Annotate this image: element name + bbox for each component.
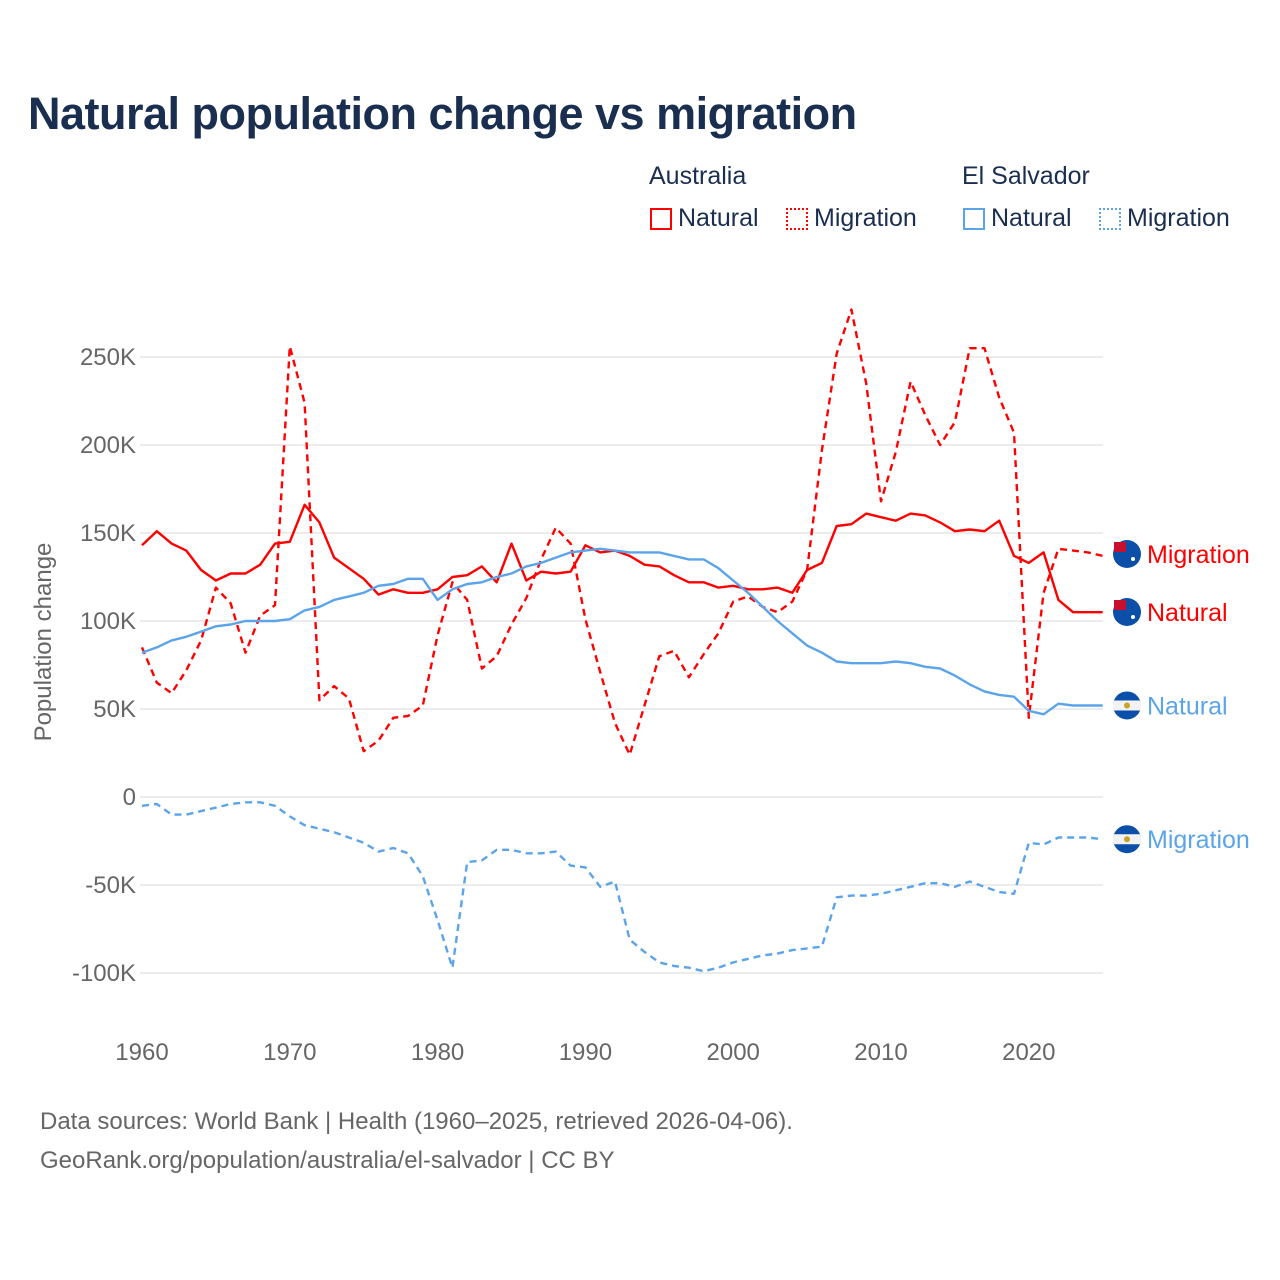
y-tick-label: -100K: [72, 960, 136, 987]
end-label-text: Natural: [1147, 692, 1228, 720]
footer-link[interactable]: GeoRank.org/population/australia/el-salv…: [40, 1147, 615, 1174]
legend-label: Natural: [991, 204, 1072, 232]
legend-country-label: Australia: [649, 162, 747, 190]
end-label-text: Migration: [1147, 826, 1250, 854]
x-tick-label: 1970: [263, 1039, 316, 1066]
legend-swatch-solid: [650, 207, 672, 230]
x-tick-label: 2010: [854, 1039, 907, 1066]
legend-swatch-solid: [963, 207, 985, 230]
legend-group-el-salvador: El Salvador: [962, 162, 1090, 191]
end-label-text: Natural: [1147, 599, 1228, 627]
y-tick-label: 200K: [80, 432, 136, 459]
end-label: Natural: [1113, 598, 1228, 627]
x-tick-label: 1980: [411, 1039, 464, 1066]
star-icon: [1131, 557, 1135, 561]
end-label: Migration: [1113, 825, 1250, 854]
legend-item-australia-natural[interactable]: Natural: [650, 204, 759, 233]
y-tick-label: 0: [123, 784, 136, 811]
x-tick-label: 2020: [1002, 1039, 1055, 1066]
end-label: Natural: [1113, 691, 1228, 720]
footer-source: Data sources: World Bank | Health (1960–…: [40, 1108, 793, 1135]
end-label-text: Migration: [1147, 541, 1250, 569]
legend-item-australia-migration[interactable]: Migration: [786, 204, 917, 233]
union-jack-icon: [1114, 542, 1126, 552]
legend-item-el-salvador-natural[interactable]: Natural: [963, 204, 1072, 233]
x-tick-label: 1990: [559, 1039, 612, 1066]
y-tick-label: -50K: [85, 872, 136, 899]
chart-title: Natural population change vs migration: [28, 88, 857, 139]
series-line-el-salvador-migration: [141, 801, 1103, 973]
legend-label: Migration: [1127, 204, 1230, 232]
x-tick-label: 2000: [707, 1039, 760, 1066]
legend-label: Migration: [814, 204, 917, 232]
y-tick-label: 50K: [93, 696, 136, 723]
star-icon: [1131, 615, 1135, 619]
series-line-el-salvador-natural: [141, 547, 1103, 716]
coat-of-arms-icon: [1124, 702, 1130, 709]
series-line-australia-natural: [141, 503, 1103, 614]
series-line-australia-migration: [140, 308, 1103, 756]
legend-label: Natural: [678, 204, 759, 232]
y-tick-label: 250K: [80, 344, 136, 371]
y-tick-label: 150K: [80, 520, 136, 547]
coat-of-arms-icon: [1124, 836, 1130, 843]
x-tick-label: 1960: [115, 1039, 168, 1066]
end-label: Migration: [1113, 540, 1250, 569]
union-jack-icon: [1114, 600, 1126, 610]
legend-swatch-dotted: [1099, 207, 1121, 230]
legend-item-el-salvador-migration[interactable]: Migration: [1099, 204, 1230, 233]
legend-group-australia: Australia: [649, 162, 746, 191]
legend-country-label: El Salvador: [962, 162, 1090, 190]
y-tick-label: 100K: [80, 608, 136, 635]
legend-swatch-dotted: [786, 207, 808, 230]
y-axis-label: Population change: [30, 543, 57, 742]
